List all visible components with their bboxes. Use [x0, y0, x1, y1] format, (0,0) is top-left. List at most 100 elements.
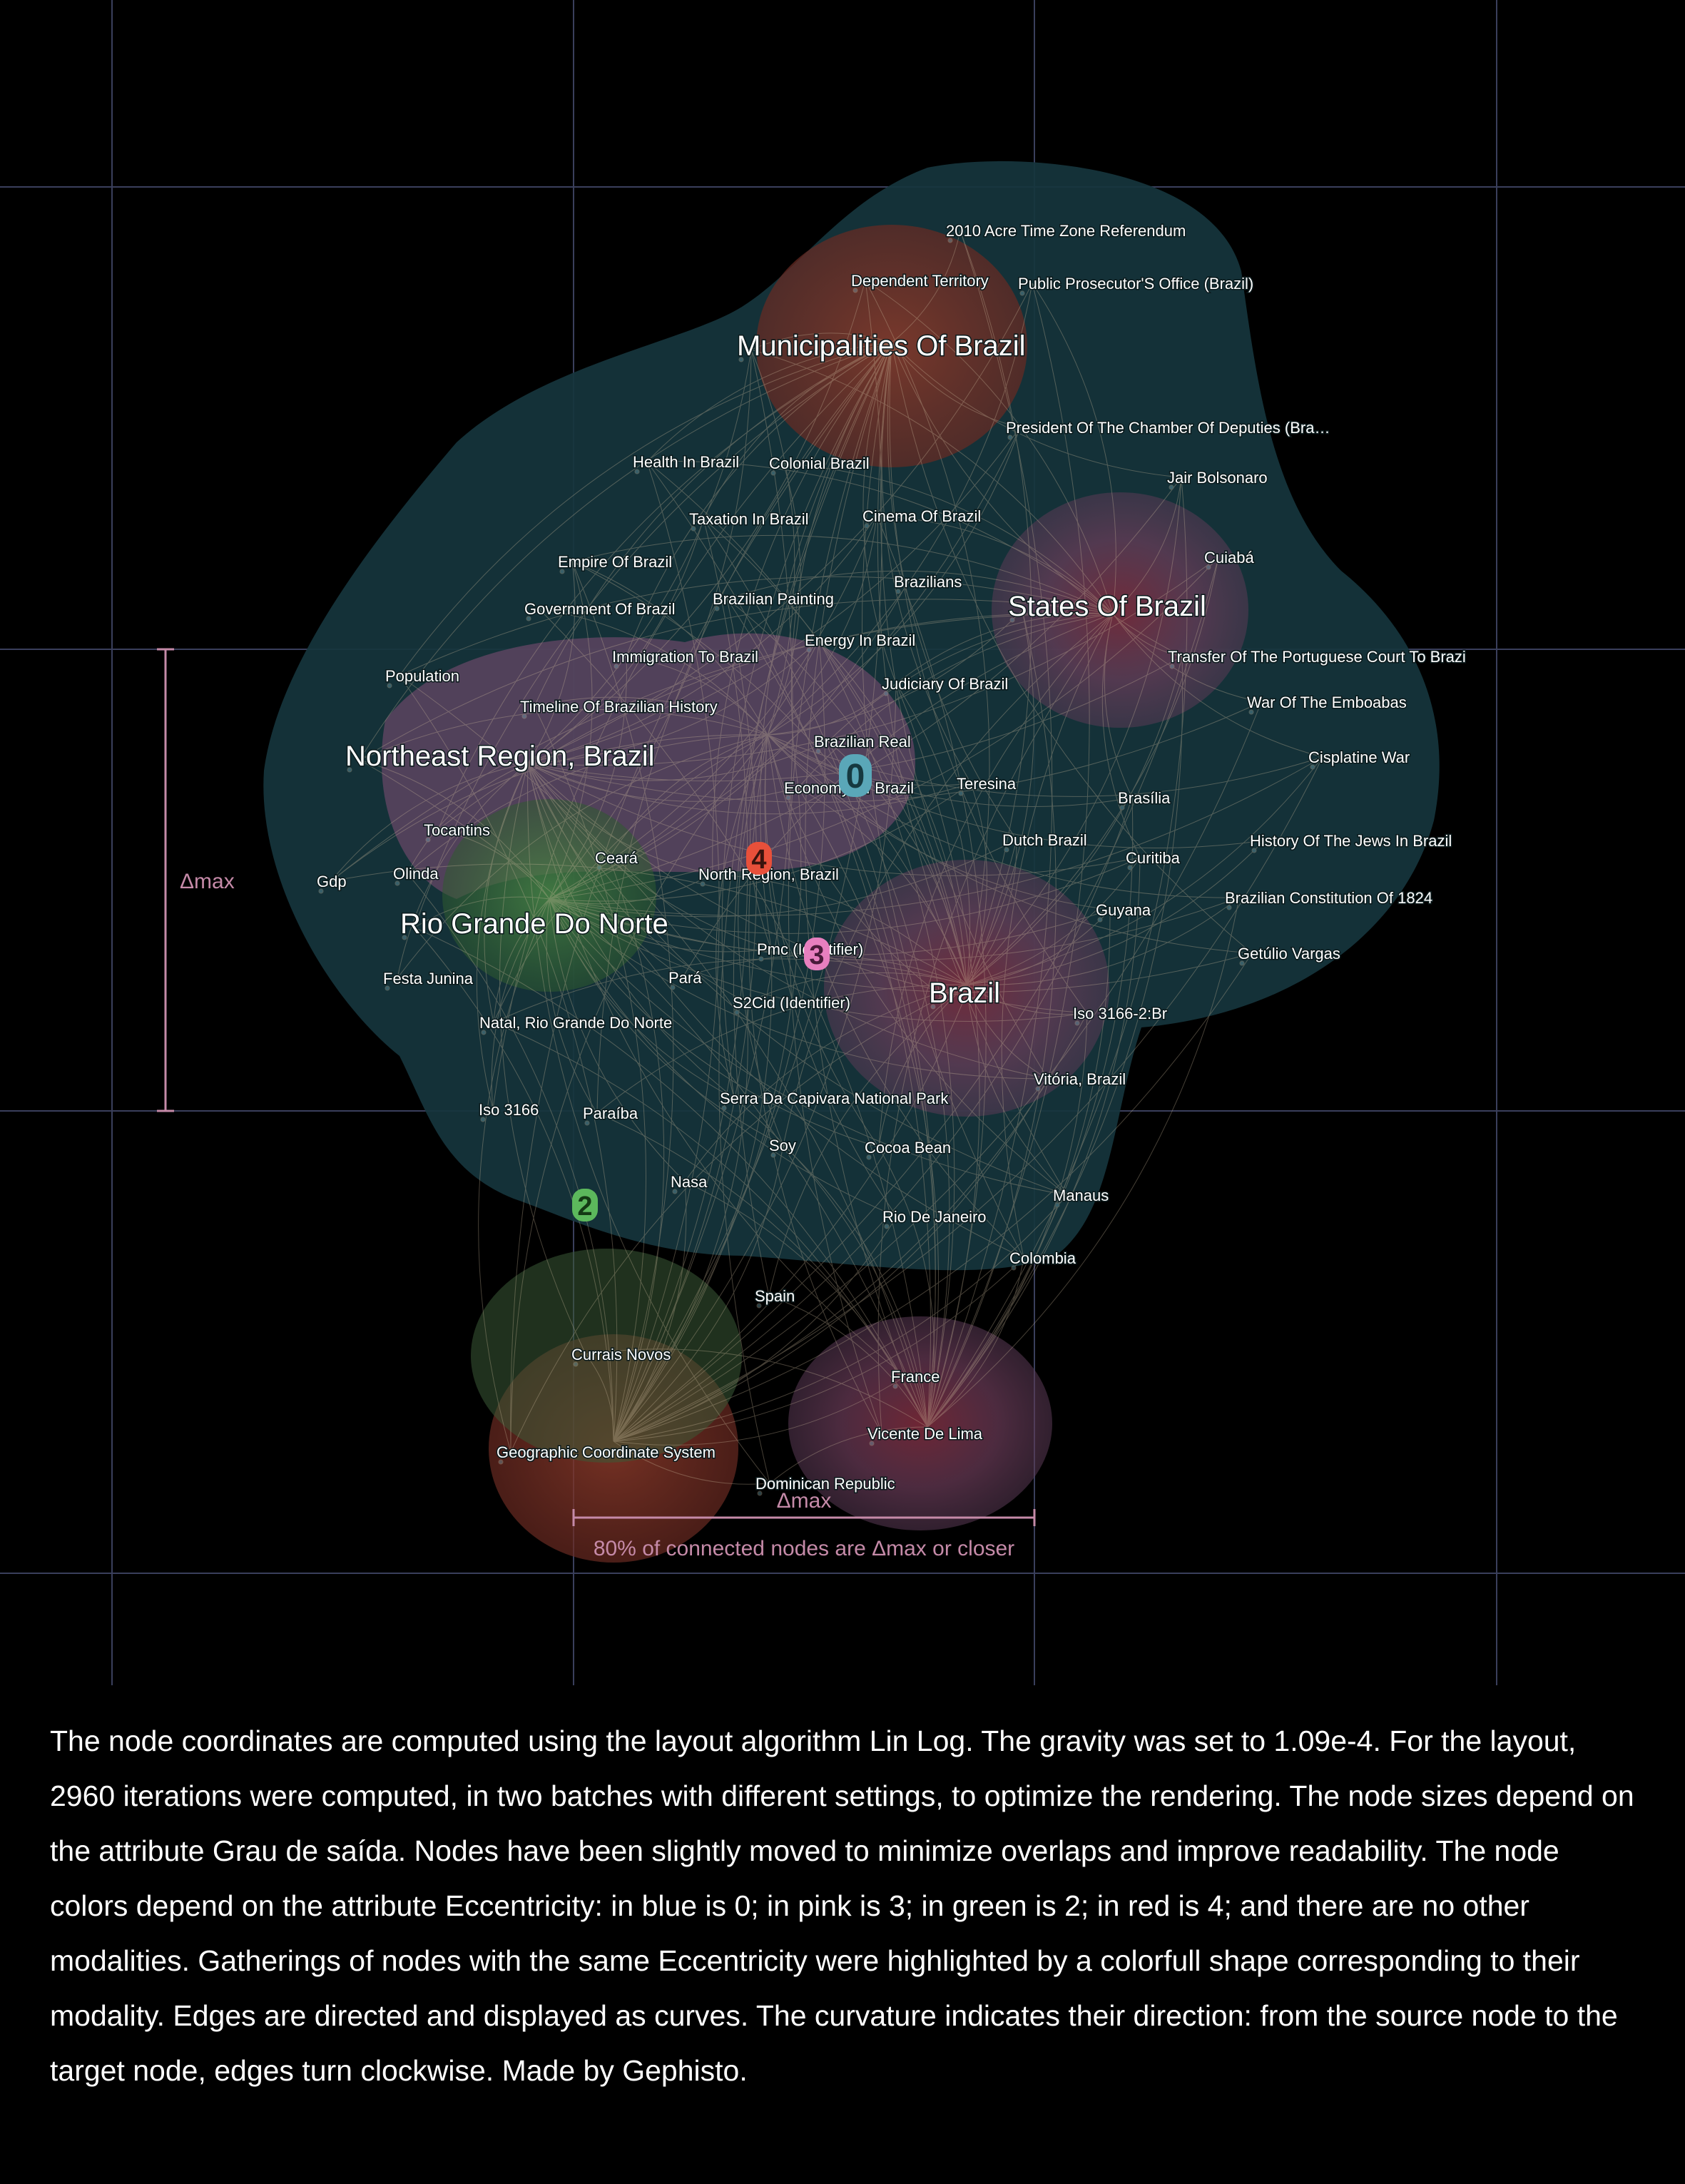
- node-dot: [691, 526, 696, 532]
- node-label: Brazilians: [894, 573, 962, 591]
- node-label: France: [891, 1368, 940, 1386]
- edge: [538, 608, 768, 736]
- edge: [891, 342, 1182, 478]
- edge: [716, 734, 768, 1099]
- edge: [571, 561, 768, 736]
- edge: [767, 683, 897, 736]
- node-label: Judiciary Of Brazil: [882, 675, 1008, 693]
- node-dot: [714, 606, 720, 611]
- edge: [767, 734, 1253, 954]
- edge: [750, 332, 892, 350]
- edge: [684, 984, 967, 1182]
- edge: [527, 427, 1021, 764]
- node-label: Soy: [769, 1137, 796, 1154]
- edge: [712, 873, 967, 985]
- edge: [330, 763, 529, 882]
- node-label: Rio Grande Do Norte: [400, 908, 668, 940]
- node-label: States Of Brazil: [1008, 591, 1206, 622]
- edge: [750, 349, 795, 736]
- edge: [549, 857, 1141, 934]
- edge: [927, 909, 1111, 1428]
- node-dot: [785, 795, 791, 801]
- node-dot: [481, 1030, 487, 1035]
- edge: [549, 427, 1021, 900]
- edge: [767, 515, 877, 736]
- edge: [765, 734, 880, 1148]
- edge: [966, 897, 1240, 985]
- edge: [359, 709, 768, 761]
- edge: [865, 280, 1114, 614]
- node-label: Taxation In Brazil: [689, 510, 809, 528]
- node-label: President Of The Chamber Of Deputies (Br…: [1006, 419, 1330, 437]
- node-label: Iso 3166-2:Br: [1073, 1005, 1167, 1022]
- edge: [876, 515, 987, 1428]
- edge: [549, 349, 752, 900]
- edge: [783, 462, 1114, 614]
- node-label: Cocoa Bean: [865, 1139, 951, 1157]
- edge: [510, 734, 768, 1453]
- node-dot: [425, 837, 431, 843]
- node-dot: [770, 470, 776, 476]
- edge: [407, 873, 614, 1442]
- edge: [966, 756, 1323, 985]
- node-label: Natal, Rio Grande Do Norte: [479, 1014, 672, 1032]
- node-dot: [402, 935, 407, 940]
- edge: [527, 763, 770, 1484]
- edge: [399, 576, 1114, 676]
- edge: [549, 839, 1017, 918]
- edge: [927, 897, 1240, 1428]
- edge: [609, 857, 665, 1442]
- node-dot: [498, 1459, 504, 1465]
- cluster-hull-green-1: [442, 799, 656, 992]
- node-label: Tocantins: [424, 821, 490, 839]
- node-dot: [869, 1441, 875, 1446]
- edge: [767, 734, 1024, 1259]
- edge: [527, 763, 1049, 1080]
- edge: [359, 342, 892, 761]
- node-dot: [1011, 1265, 1017, 1271]
- node-label: Manaus: [1053, 1187, 1109, 1204]
- edge: [549, 477, 1182, 900]
- node-dot: [1251, 848, 1257, 853]
- measure-horizontal: [572, 1509, 1036, 1526]
- edge: [527, 515, 877, 764]
- node-dot: [1097, 917, 1103, 923]
- node-label: Timeline Of Brazilian History: [520, 698, 718, 716]
- edge: [549, 756, 1323, 916]
- edge: [966, 609, 1034, 985]
- edge: [527, 741, 829, 781]
- node-dot: [1035, 1086, 1041, 1092]
- edge: [942, 984, 967, 997]
- node-label: S2Cid (Identifier): [733, 994, 850, 1012]
- edge: [585, 1349, 928, 1428]
- edge: [613, 797, 1133, 1442]
- node-label: Transfer Of The Portuguese Court To Braz…: [1168, 648, 1466, 666]
- node-label: Colonial Brazil: [769, 454, 870, 472]
- edge: [1032, 283, 1116, 614]
- edge: [959, 230, 1032, 985]
- node-label: Dominican Republic: [755, 1475, 895, 1493]
- cluster-hull-green-2: [471, 1249, 742, 1463]
- edge: [527, 763, 713, 875]
- edge: [527, 280, 866, 764]
- node-dot: [318, 888, 324, 894]
- edge: [966, 909, 1111, 985]
- edge: [613, 1441, 770, 1485]
- node-label: Cuiabá: [1204, 549, 1254, 567]
- edge: [527, 518, 704, 764]
- node-dot: [394, 880, 400, 886]
- edge: [613, 683, 897, 1442]
- svg-text:3: 3: [809, 940, 824, 970]
- edge: [889, 342, 1088, 1014]
- edge: [877, 613, 1114, 1434]
- node-dot: [806, 647, 812, 653]
- cluster-hull-pink-2: [824, 860, 1109, 1117]
- edge: [613, 639, 825, 1442]
- edge: [966, 783, 987, 985]
- edge: [767, 427, 1021, 736]
- edge: [399, 675, 928, 1428]
- edge: [510, 342, 892, 1453]
- edge: [828, 613, 1114, 742]
- node-label: Population: [385, 667, 459, 685]
- edge: [966, 839, 1017, 985]
